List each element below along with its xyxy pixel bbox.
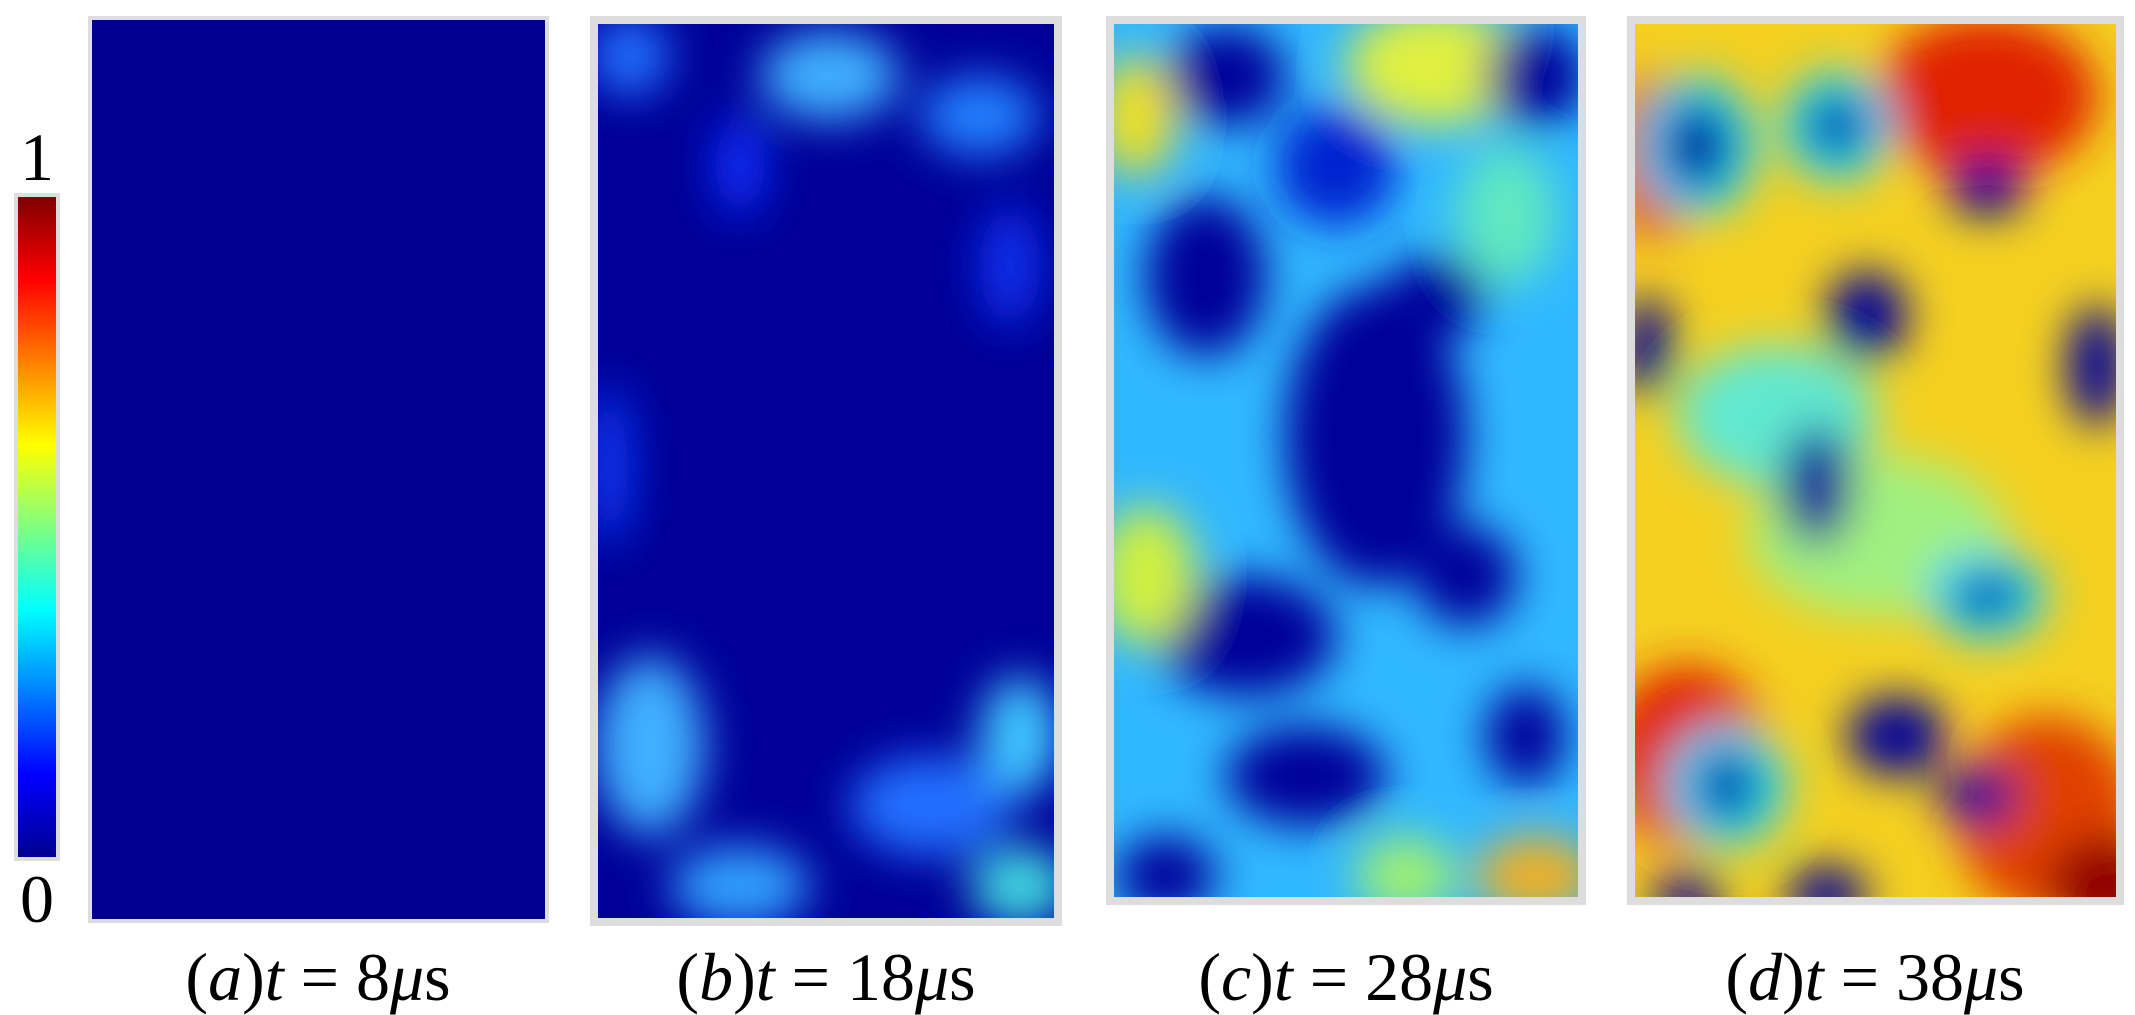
colorbar bbox=[18, 197, 56, 857]
caption-part: ( bbox=[676, 939, 699, 1015]
caption-part: a bbox=[208, 939, 242, 1015]
caption-part: t bbox=[756, 939, 777, 1015]
colorbar-max: 1 bbox=[20, 119, 54, 195]
caption-part: s bbox=[1998, 939, 2024, 1015]
panel-b bbox=[590, 16, 1062, 926]
caption-part: t bbox=[1274, 939, 1295, 1015]
caption-part: s bbox=[424, 939, 450, 1015]
caption-part: ( bbox=[185, 939, 208, 1015]
caption-part: t bbox=[1805, 939, 1826, 1015]
caption-part: μ bbox=[914, 939, 949, 1015]
colorbar-min: 0 bbox=[20, 861, 54, 937]
caption-part: c bbox=[1221, 939, 1251, 1015]
caption-part: ( bbox=[1725, 939, 1748, 1015]
panel-caption: (b)t = 18μs bbox=[676, 939, 975, 1015]
caption-part: = 38 bbox=[1824, 939, 1964, 1015]
panel-a bbox=[88, 16, 549, 923]
caption-part: ( bbox=[1198, 939, 1221, 1015]
caption-part: = 28 bbox=[1293, 939, 1433, 1015]
panel-caption: (c)t = 28μs bbox=[1198, 939, 1493, 1015]
caption-part: ) bbox=[242, 939, 265, 1015]
caption-part: s bbox=[1467, 939, 1493, 1015]
panel-c bbox=[1106, 16, 1586, 905]
caption-part: t bbox=[265, 939, 286, 1015]
caption-part: s bbox=[949, 939, 975, 1015]
panel-caption: (d)t = 38μs bbox=[1725, 939, 2024, 1015]
panel-d bbox=[1627, 16, 2124, 905]
caption-part: = 18 bbox=[775, 939, 915, 1015]
caption-part: ) bbox=[733, 939, 756, 1015]
caption-part: b bbox=[699, 939, 733, 1015]
caption-part: ) bbox=[1251, 939, 1274, 1015]
caption-part: μ bbox=[389, 939, 424, 1015]
caption-part: d bbox=[1748, 939, 1783, 1015]
caption-part: = 8 bbox=[284, 939, 390, 1015]
caption-part: μ bbox=[1432, 939, 1467, 1015]
panel-caption: (a)t = 8μs bbox=[185, 939, 450, 1015]
caption-part: ) bbox=[1782, 939, 1805, 1015]
caption-part: μ bbox=[1963, 939, 1998, 1015]
